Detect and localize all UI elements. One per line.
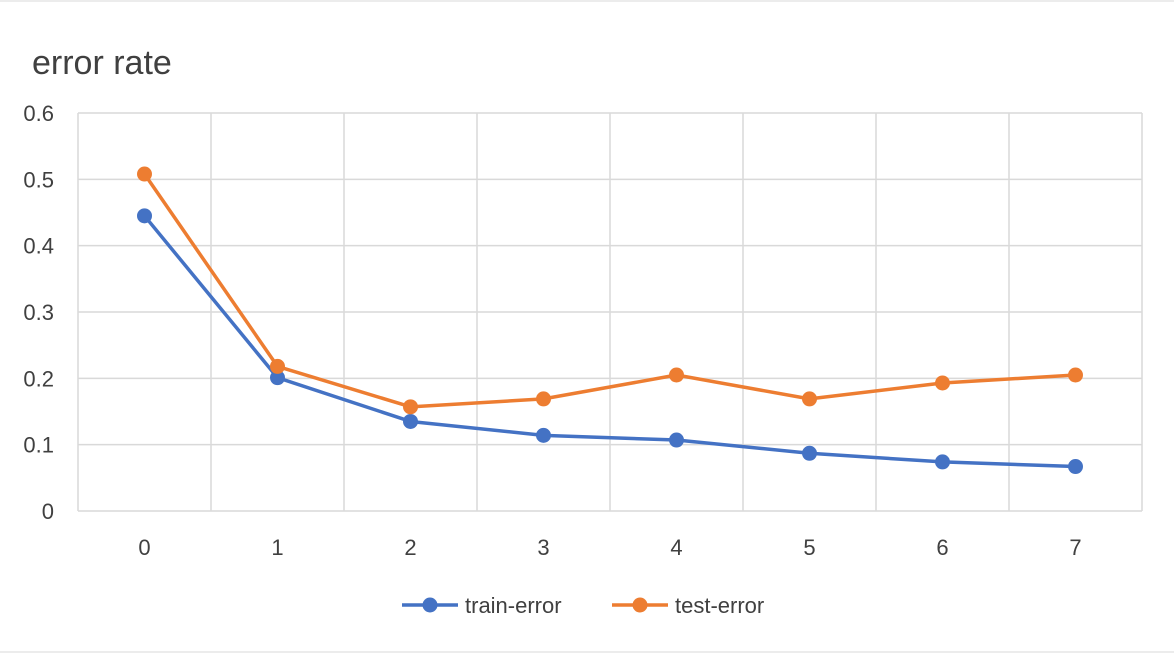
train-error-line — [142, 214, 1078, 469]
legend: train-error test-error — [402, 593, 764, 618]
x-tick-label: 5 — [803, 535, 815, 560]
series-layer — [137, 166, 1083, 475]
test-error-point — [669, 367, 684, 383]
x-tick-label: 3 — [537, 535, 549, 560]
y-tick-label: 0.4 — [23, 234, 54, 259]
train-error-point — [536, 427, 551, 443]
legend-swatch-marker — [632, 597, 648, 613]
y-tick-label: 0.2 — [23, 366, 54, 391]
test-error-point — [536, 391, 551, 407]
x-tick-label: 2 — [404, 535, 416, 560]
test-error-point — [403, 399, 418, 415]
test-error-point — [802, 391, 817, 407]
test-error-point — [1068, 367, 1083, 383]
test-error-line — [142, 172, 1078, 409]
x-tick-label: 7 — [1069, 535, 1081, 560]
y-tick-label: 0.5 — [23, 167, 54, 192]
legend-item-train-error: train-error — [402, 593, 562, 618]
grid — [77, 112, 1143, 512]
x-tick-label: 4 — [670, 535, 682, 560]
train-error-point — [403, 413, 418, 429]
train-error-point — [1068, 459, 1083, 475]
train-error-point — [935, 454, 950, 470]
x-tick-label: 6 — [936, 535, 948, 560]
x-axis-ticks: 0 1 2 3 4 5 6 7 — [138, 535, 1081, 560]
y-tick-label: 0.1 — [23, 433, 54, 458]
y-tick-label: 0 — [42, 499, 54, 524]
test-error-point — [935, 375, 950, 391]
train-error-point — [137, 208, 152, 224]
test-error-point — [137, 166, 152, 182]
chart-title: error rate — [32, 44, 172, 82]
train-error-point — [270, 370, 285, 386]
y-tick-label: 0.3 — [23, 300, 54, 325]
y-tick-label: 0.6 — [23, 101, 54, 126]
legend-label: test-error — [675, 593, 764, 618]
legend-item-test-error: test-error — [612, 593, 764, 618]
series-train-error — [137, 208, 1083, 475]
legend-swatch-marker — [422, 597, 438, 613]
train-error-point — [669, 432, 684, 448]
x-tick-label: 0 — [138, 535, 150, 560]
series-test-error — [137, 166, 1083, 415]
y-axis-ticks: 0 0.1 0.2 0.3 0.4 0.5 0.6 — [23, 101, 54, 524]
train-error-point — [802, 445, 817, 461]
legend-label: train-error — [465, 593, 562, 618]
test-error-point — [270, 358, 285, 374]
x-tick-label: 1 — [271, 535, 283, 560]
